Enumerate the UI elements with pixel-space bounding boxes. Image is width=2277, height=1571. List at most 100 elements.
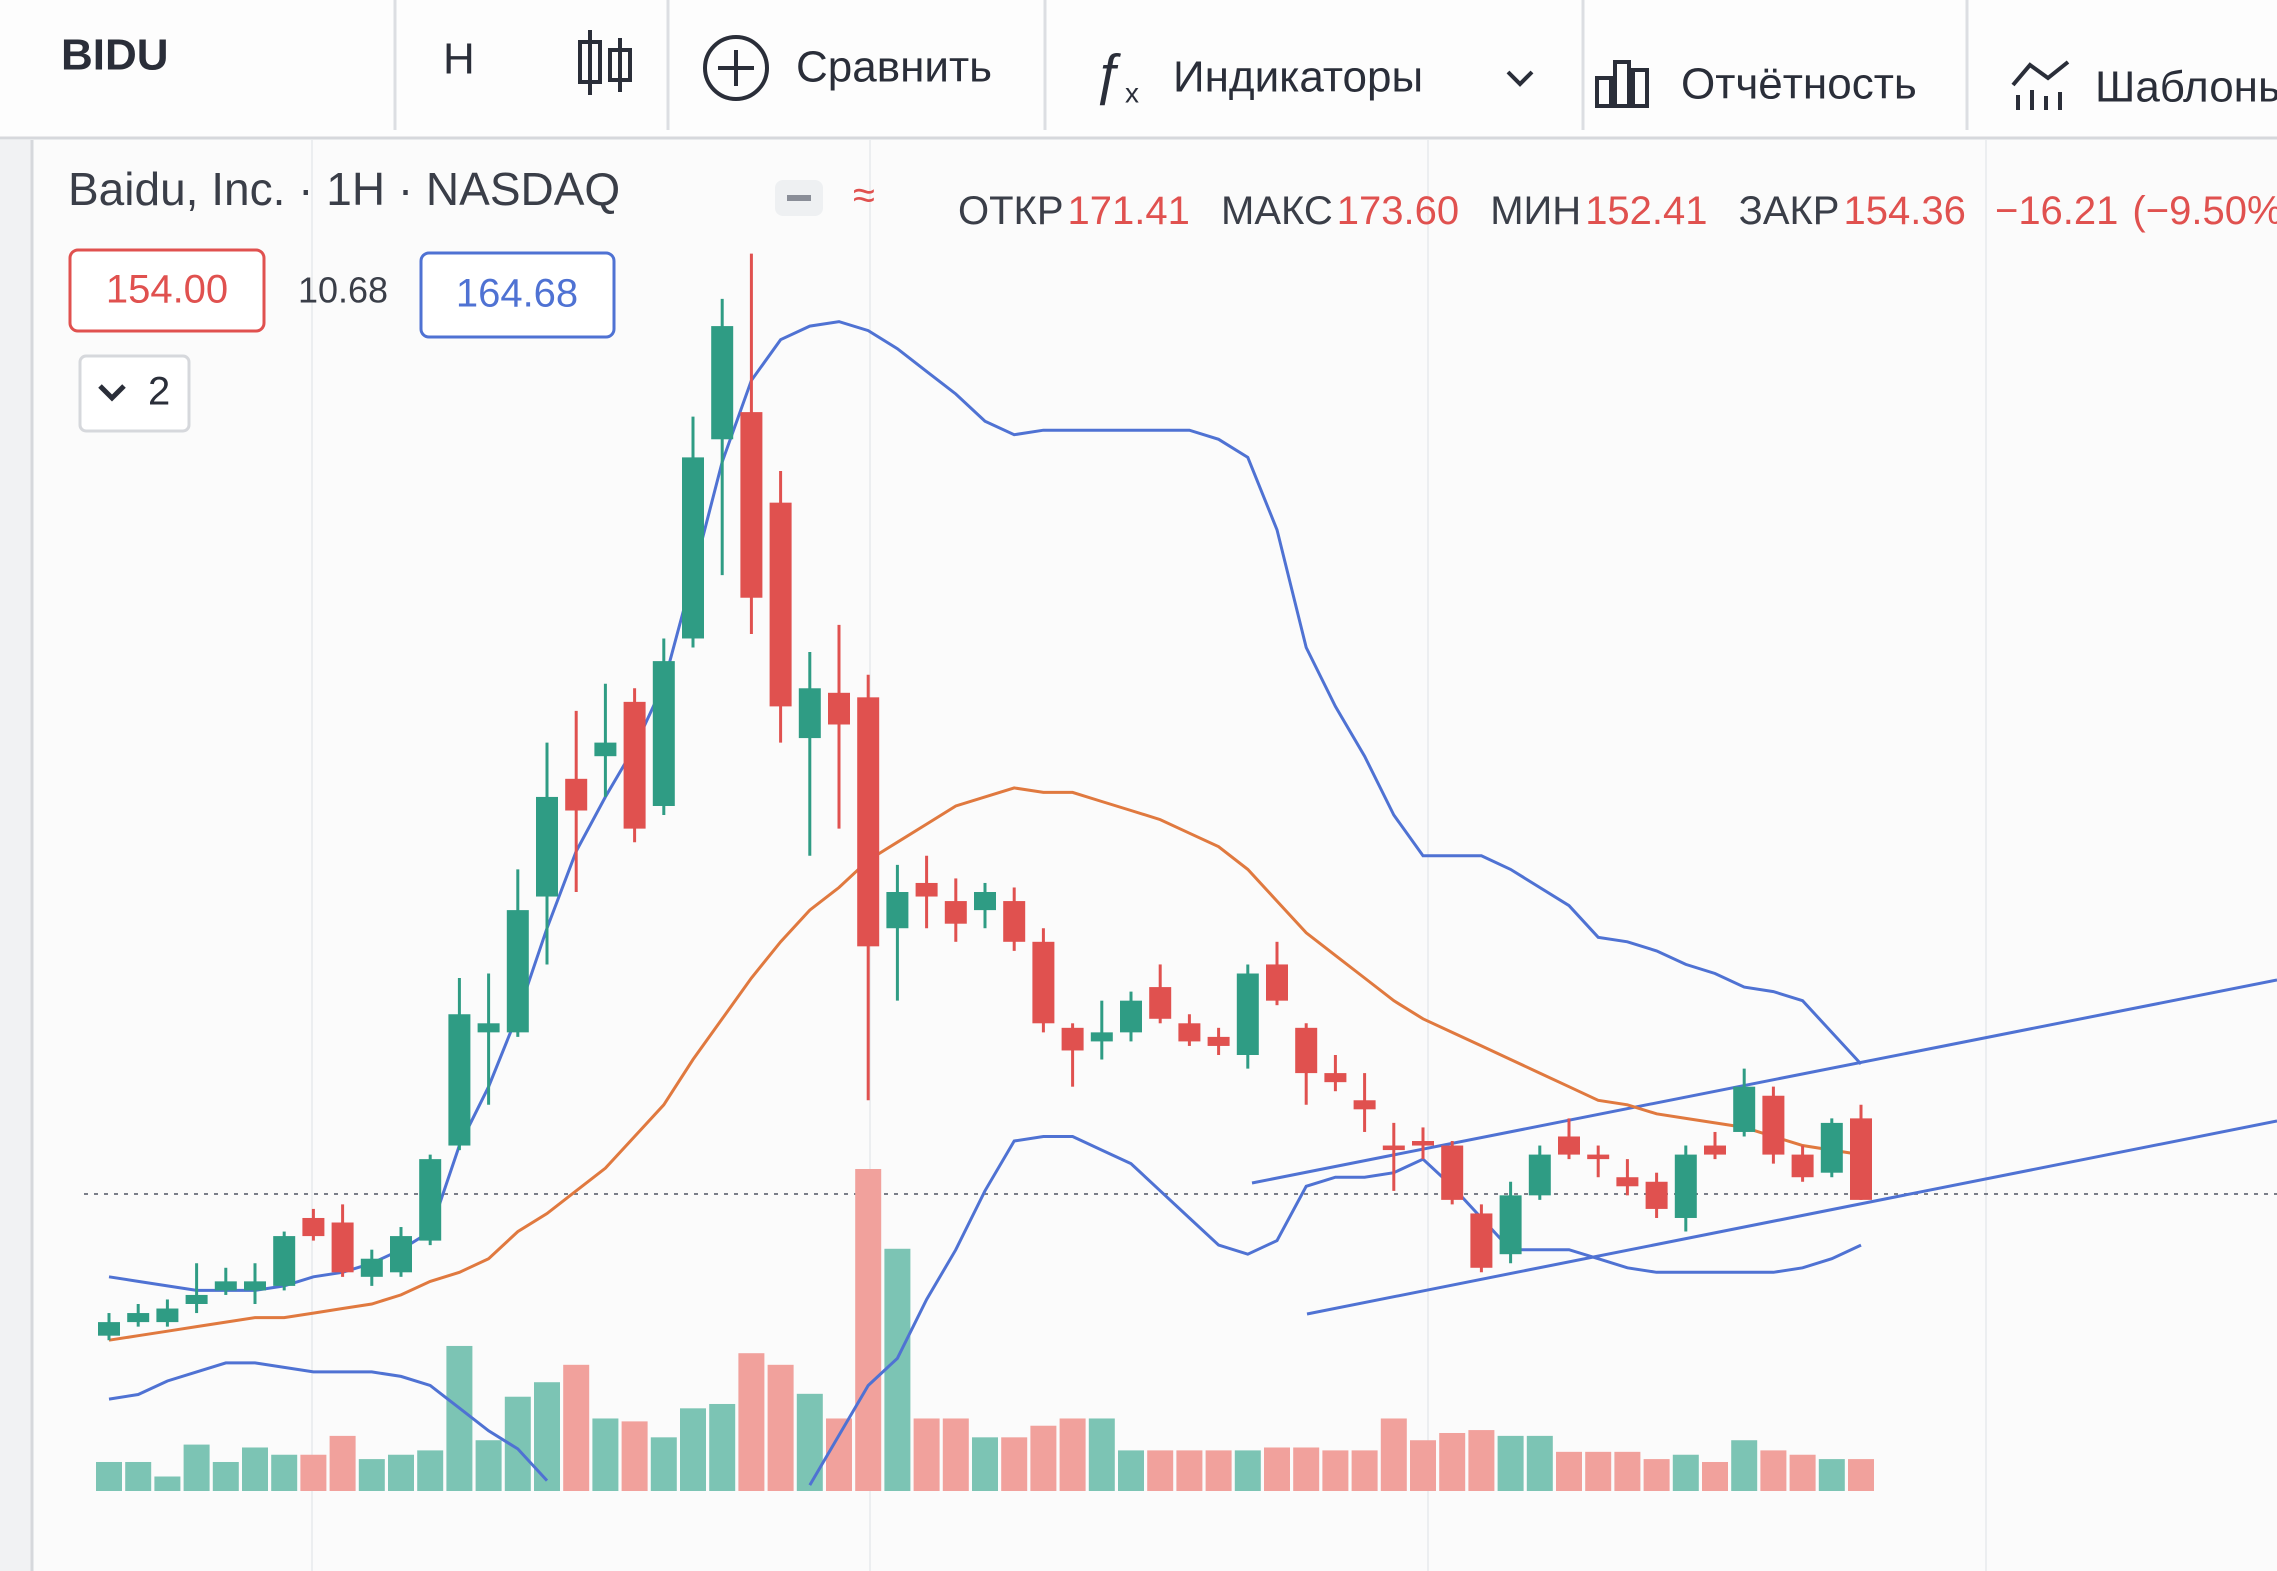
volume-bar: [680, 1408, 706, 1491]
candle-body: [1733, 1086, 1756, 1132]
candle-body: [360, 1258, 383, 1277]
indicators-collapse-button[interactable]: 2: [78, 354, 191, 433]
volume-bar: [1147, 1450, 1174, 1491]
volume-bar: [212, 1461, 239, 1491]
volume-bar: [388, 1454, 414, 1491]
volume-bar: [1380, 1418, 1407, 1491]
chart-type-icon[interactable]: [578, 30, 632, 95]
candle-body: [98, 1322, 120, 1336]
volume-bar: [1264, 1447, 1290, 1491]
candle-body: [769, 502, 792, 707]
buy-button[interactable]: 164.68: [419, 251, 616, 339]
financials-button[interactable]: Отчётность: [1595, 60, 1917, 109]
candle-body: [1149, 987, 1172, 1019]
volume-bar: [1556, 1451, 1582, 1491]
volume-bar: [1818, 1459, 1845, 1491]
candle-body: [1704, 1145, 1726, 1155]
collapsed-count: 2: [148, 370, 170, 414]
candle-body: [798, 688, 821, 739]
volume-bar: [242, 1447, 268, 1491]
candle-body: [1266, 964, 1288, 1001]
interval-button[interactable]: H: [443, 35, 475, 84]
band-line: [108, 1135, 1862, 1486]
candle-body: [886, 892, 909, 929]
volume-bar: [913, 1418, 940, 1491]
fx-icon-x: x: [1125, 77, 1139, 108]
toolbar: [0, 0, 2277, 138]
volume-bar: [417, 1450, 444, 1491]
indicators-button[interactable]: ƒ x Индикаторы: [1092, 42, 1534, 109]
volume-bar: [1410, 1440, 1436, 1491]
candle-body: [974, 892, 996, 911]
trend-line[interactable]: [1306, 1119, 2277, 1316]
candle-body: [1528, 1154, 1551, 1196]
close-value: 154.36: [1843, 189, 1965, 233]
volume-bar: [1731, 1440, 1758, 1491]
volume-bar: [767, 1364, 794, 1491]
symbol-title: Baidu, Inc. · 1H · NASDAQ: [68, 163, 620, 215]
volume-bar: [96, 1461, 122, 1491]
plot: [96, 253, 1874, 1491]
volume-bar: [972, 1437, 998, 1491]
candle-body: [1791, 1154, 1814, 1178]
compare-button[interactable]: Сравнить: [703, 35, 992, 101]
candle-body: [448, 1014, 471, 1146]
candle-body: [1674, 1154, 1697, 1218]
candle-body: [536, 796, 558, 897]
close-label: ЗАКР: [1739, 189, 1840, 233]
volume-bar: [1702, 1461, 1728, 1491]
toolbar-separators: [393, 0, 1969, 130]
volume-bar: [1468, 1430, 1495, 1491]
volume-bar: [183, 1444, 210, 1491]
band-line: [108, 786, 1862, 1342]
candle-body: [1207, 1036, 1230, 1046]
sell-button[interactable]: 154.00: [68, 248, 266, 333]
spread: 10.68: [298, 270, 388, 311]
volume-bar: [271, 1454, 298, 1491]
templates-button[interactable]: Шаблоны: [2011, 60, 2277, 112]
high-value: 173.60: [1337, 189, 1459, 233]
candle-body: [652, 661, 675, 806]
left-sidebar: [0, 140, 32, 1571]
candle-body: [682, 457, 704, 639]
volume-bar: [1585, 1451, 1612, 1491]
volume-bar: [300, 1454, 327, 1491]
ohlc-legend: ОТКР 171.41 МАКС 173.60 МИН 152.41 ЗАКР 154.…: [958, 189, 2277, 233]
symbol-button[interactable]: BIDU: [61, 31, 169, 80]
candle-body: [1820, 1122, 1843, 1173]
compare-indicator[interactable]: ≈: [853, 174, 875, 218]
financials-label: Отчётность: [1681, 60, 1917, 109]
candle-body: [1441, 1145, 1464, 1200]
volume-bar: [826, 1418, 852, 1491]
low-label: МИН: [1490, 189, 1581, 233]
volume-bar: [1789, 1454, 1816, 1491]
volume-bar: [650, 1437, 677, 1491]
volume-bar: [738, 1353, 765, 1491]
volume-bar: [884, 1248, 911, 1491]
indicators-label: Индикаторы: [1173, 53, 1423, 102]
volume-bar: [709, 1403, 736, 1491]
candle-body: [477, 1023, 500, 1033]
volume-bar: [475, 1440, 502, 1491]
volume-bar: [1672, 1454, 1699, 1491]
low-value: 152.41: [1585, 189, 1707, 233]
fx-icon: ƒ: [1092, 42, 1123, 106]
templates-label: Шаблоны: [2095, 63, 2277, 112]
volume-bar: [446, 1345, 473, 1491]
volume-bar: [1059, 1418, 1086, 1491]
buy-price: 164.68: [456, 272, 578, 316]
candle-body: [1178, 1023, 1201, 1042]
candle-body: [302, 1217, 325, 1237]
volume-bar: [796, 1393, 823, 1491]
volume-bar: [1088, 1418, 1115, 1491]
candle-body: [1324, 1073, 1347, 1083]
volume-bar: [1497, 1435, 1524, 1491]
change-value: −16.21: [1995, 189, 2118, 233]
open-label: ОТКР: [958, 189, 1064, 233]
volume-bar: [1001, 1437, 1028, 1491]
volume-bar: [1848, 1459, 1874, 1491]
candle-body: [156, 1308, 179, 1323]
dropdown-chevron: [1506, 70, 1534, 87]
